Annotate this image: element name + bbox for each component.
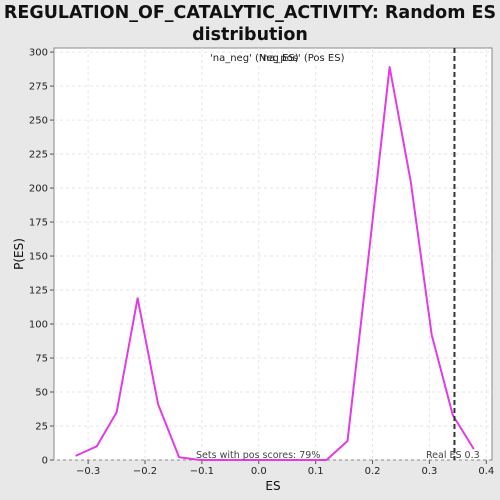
x-tick-label: −0.1: [190, 466, 214, 477]
x-tick-label: 0.4: [478, 466, 494, 477]
y-tick-label: 300: [29, 48, 48, 59]
x-tick-label: −0.2: [133, 466, 157, 477]
y-tick-label: 200: [29, 184, 48, 195]
legend-entry-pos: 'na_pos' (Pos ES): [260, 53, 345, 64]
x-tick-label: 0.3: [421, 466, 437, 477]
y-tick-label: 125: [29, 286, 48, 297]
y-tick-label: 225: [29, 150, 48, 161]
real-es-label: Real ES 0.3: [426, 450, 480, 461]
x-tick-label: 0.0: [251, 466, 267, 477]
y-tick-label: 0: [42, 456, 48, 467]
x-tick-label: 0.1: [308, 466, 324, 477]
legend: 'na_neg' (Neg ES) 'na_pos' (Pos ES): [210, 53, 345, 64]
pos-scores-annotation: Sets with pos scores: 79%: [196, 450, 320, 461]
x-tick-label: −0.3: [76, 466, 100, 477]
y-tick-label: 50: [35, 388, 48, 399]
y-tick-label: 250: [29, 116, 48, 127]
x-axis: −0.3 −0.2 −0.1 0.0 0.1 0.2 0.3 0.4: [76, 460, 494, 477]
y-axis-label: P(ES): [12, 238, 26, 270]
y-tick-label: 25: [35, 422, 48, 433]
y-tick-label: 100: [29, 320, 48, 331]
y-tick-label: 275: [29, 82, 48, 93]
y-tick-label: 75: [35, 354, 48, 365]
y-tick-label: 150: [29, 252, 48, 263]
y-axis: 0 25 50 75 100 125 150 175 200 225 250 275 300: [29, 48, 54, 467]
x-tick-label: 0.2: [365, 466, 381, 477]
y-tick-label: 175: [29, 218, 48, 229]
x-axis-label: ES: [265, 479, 280, 493]
